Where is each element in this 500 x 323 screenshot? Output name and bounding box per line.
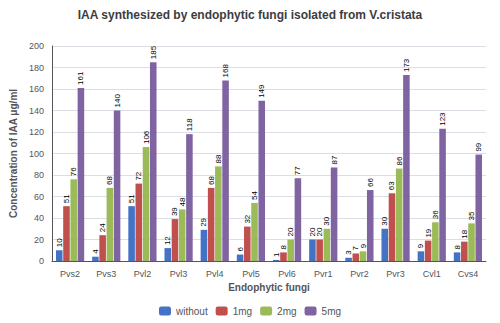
svg-text:86: 86 (395, 156, 404, 165)
svg-text:68: 68 (207, 175, 216, 184)
svg-text:76: 76 (69, 167, 78, 176)
svg-text:100: 100 (29, 149, 44, 159)
svg-text:39: 39 (170, 207, 179, 216)
svg-text:Pvs3: Pvs3 (96, 269, 116, 279)
svg-text:161: 161 (76, 71, 85, 85)
svg-text:10: 10 (55, 238, 64, 247)
svg-text:7: 7 (351, 246, 361, 251)
svg-text:Pvl3: Pvl3 (170, 269, 188, 279)
svg-text:51: 51 (62, 194, 71, 203)
svg-text:8: 8 (453, 244, 462, 249)
svg-text:30: 30 (380, 216, 389, 225)
svg-text:18: 18 (460, 229, 469, 238)
svg-text:118: 118 (185, 118, 194, 131)
svg-text:5mg: 5mg (322, 306, 341, 317)
svg-text:60: 60 (34, 192, 44, 202)
svg-text:120: 120 (29, 127, 44, 137)
svg-text:without: without (175, 306, 208, 317)
svg-text:20: 20 (286, 227, 295, 236)
svg-text:88: 88 (214, 154, 223, 163)
svg-text:54: 54 (250, 191, 259, 200)
svg-text:72: 72 (134, 171, 143, 180)
svg-text:35: 35 (467, 211, 476, 220)
svg-text:40: 40 (34, 213, 44, 223)
svg-text:80: 80 (34, 170, 44, 180)
svg-text:77: 77 (293, 166, 302, 175)
svg-text:160: 160 (29, 84, 44, 94)
svg-text:Pvs2: Pvs2 (60, 269, 80, 279)
svg-text:99: 99 (474, 142, 483, 151)
svg-text:8: 8 (279, 244, 288, 249)
svg-text:0: 0 (39, 256, 44, 266)
svg-text:66: 66 (366, 178, 375, 187)
svg-text:63: 63 (387, 181, 396, 190)
svg-text:2mg: 2mg (277, 306, 296, 317)
svg-text:20: 20 (34, 235, 44, 245)
svg-text:20: 20 (315, 227, 324, 236)
svg-text:Pvl4: Pvl4 (206, 269, 224, 279)
svg-text:30: 30 (322, 216, 331, 225)
svg-text:36: 36 (431, 210, 440, 219)
svg-text:140: 140 (113, 94, 122, 108)
svg-text:106: 106 (142, 130, 151, 144)
svg-text:48: 48 (178, 197, 187, 206)
svg-text:20: 20 (307, 227, 317, 237)
svg-text:29: 29 (199, 217, 208, 226)
svg-text:Endophytic fungi: Endophytic fungi (228, 282, 310, 293)
svg-text:Pvr3: Pvr3 (386, 269, 405, 279)
svg-text:1mg: 1mg (233, 306, 252, 317)
svg-text:Cvs4: Cvs4 (458, 269, 479, 279)
svg-text:87: 87 (330, 155, 339, 164)
svg-text:68: 68 (105, 175, 114, 184)
svg-text:123: 123 (438, 112, 447, 126)
svg-text:140: 140 (29, 106, 44, 116)
svg-text:24: 24 (98, 223, 107, 232)
svg-text:32: 32 (243, 214, 252, 223)
svg-text:9: 9 (416, 243, 425, 248)
svg-text:Pvl5: Pvl5 (242, 269, 260, 279)
svg-text:Pvr2: Pvr2 (350, 269, 369, 279)
svg-text:4: 4 (91, 249, 100, 254)
svg-text:51: 51 (127, 194, 136, 203)
svg-text:IAA synthesized by endophytic: IAA synthesized by endophytic fungi isol… (78, 8, 423, 22)
svg-text:180: 180 (29, 63, 44, 73)
svg-text:Cvl1: Cvl1 (423, 269, 441, 279)
svg-text:6: 6 (236, 247, 245, 252)
svg-text:Concentration of IAA μg/ml: Concentration of IAA μg/ml (8, 89, 19, 218)
svg-text:Pvl6: Pvl6 (278, 269, 296, 279)
svg-text:149: 149 (257, 84, 266, 98)
svg-text:1: 1 (272, 252, 281, 257)
svg-text:173: 173 (402, 58, 411, 72)
svg-text:168: 168 (221, 64, 230, 78)
svg-text:12: 12 (163, 236, 172, 245)
svg-text:19: 19 (424, 228, 433, 237)
svg-text:Pvl2: Pvl2 (134, 269, 152, 279)
svg-text:3: 3 (344, 250, 354, 255)
svg-text:200: 200 (29, 41, 44, 51)
svg-text:185: 185 (149, 45, 158, 59)
svg-text:Pvr1: Pvr1 (314, 269, 333, 279)
svg-text:9: 9 (359, 243, 368, 248)
